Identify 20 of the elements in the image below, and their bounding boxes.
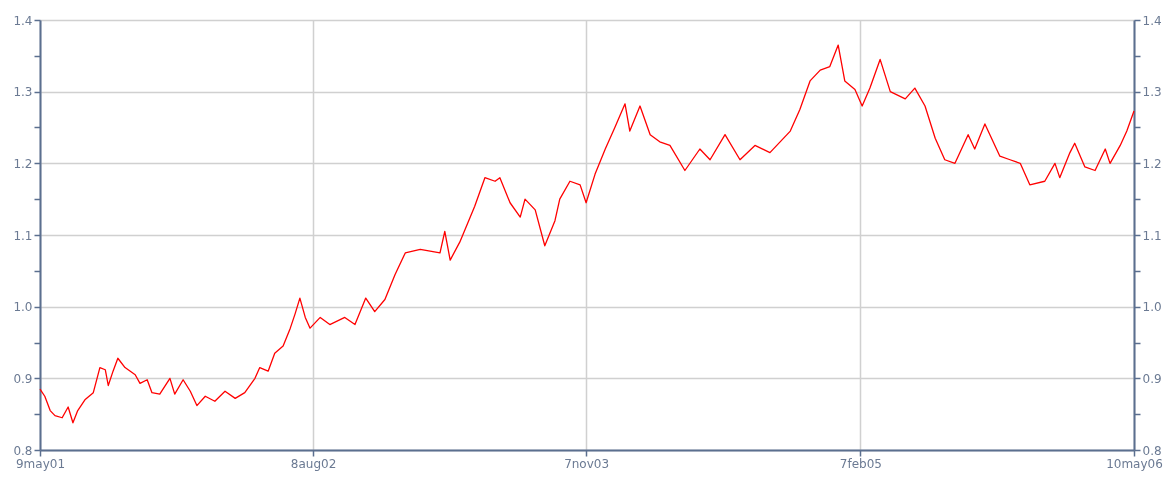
y-tick-label: 1.2 <box>13 156 33 171</box>
y2-tick-label: 0.9 <box>1142 371 1162 386</box>
y-tick-label: 0.8 <box>13 443 33 458</box>
x-tick-label: 10may06 <box>1106 456 1163 471</box>
y2-tick-label: 0.8 <box>1142 443 1162 458</box>
y-tick-label: 0.9 <box>13 371 33 386</box>
y-tick-label: 1.4 <box>13 13 33 28</box>
y2-tick-label: 1.4 <box>1142 13 1162 28</box>
y2-tick-label: 1.0 <box>1142 300 1162 315</box>
y2-tick-label: 1.1 <box>1142 228 1162 243</box>
y2-tick-label: 1.2 <box>1142 156 1162 171</box>
x-tick-label: 7nov03 <box>564 456 610 471</box>
line-series <box>39 44 1135 424</box>
x-tick-label: 8aug02 <box>290 456 337 471</box>
x-tick-label: 9may01 <box>15 456 66 471</box>
y-tick-label: 1.1 <box>13 228 33 243</box>
x-tick-label: 7feb05 <box>839 456 882 471</box>
y2-tick-label: 1.3 <box>1142 85 1162 100</box>
y-tick-label: 1.0 <box>13 300 33 315</box>
y-tick-label: 1.3 <box>13 85 33 100</box>
